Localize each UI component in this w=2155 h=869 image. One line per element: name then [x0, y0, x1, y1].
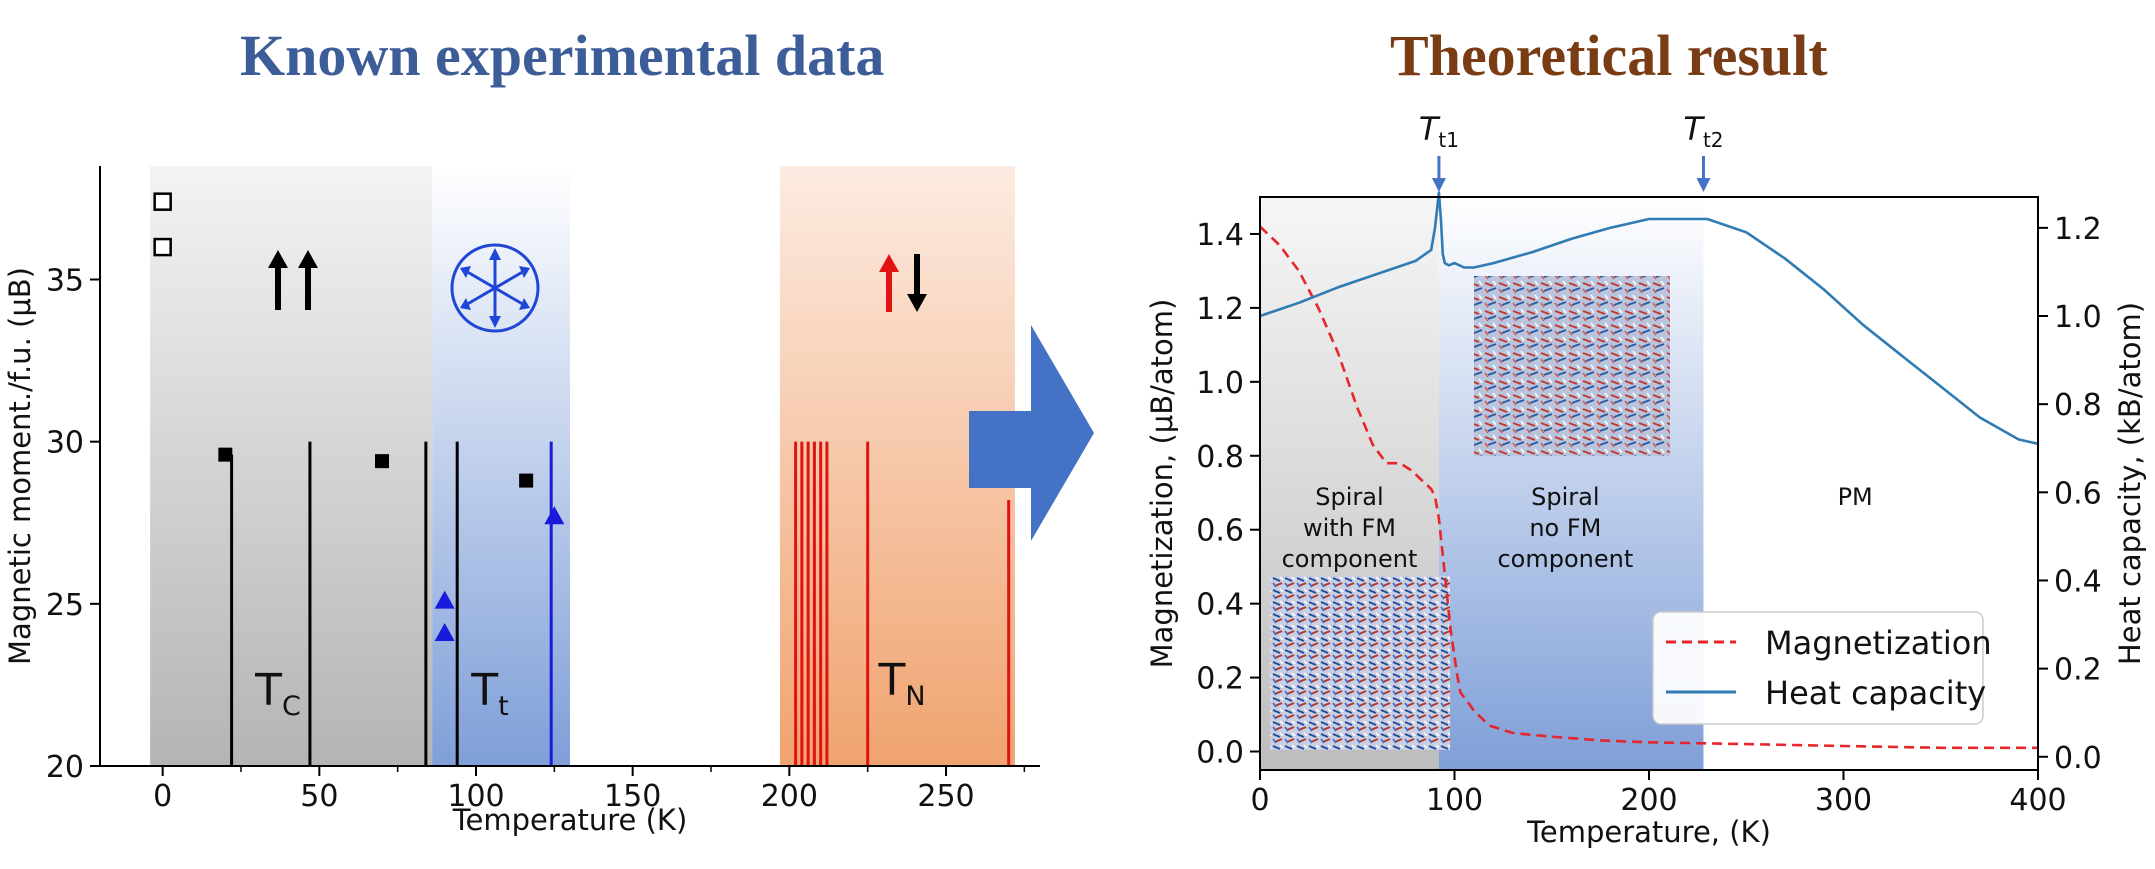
spin-snapshot-fm [1270, 576, 1450, 750]
legend: Magnetization Heat capacity [1652, 611, 1992, 725]
parallel-spins-icon [268, 250, 318, 310]
right-right-y-tick-label-4: 0.8 [2054, 388, 2102, 423]
legend-magnetization-label: Magnetization [1765, 624, 1992, 662]
open-square-point-1 [153, 237, 172, 257]
antiparallel-spins-icon [879, 254, 927, 312]
triangle-point-0 [434, 590, 455, 609]
transition-label-t1: Tt1 [1419, 110, 1459, 152]
left-x-tick-label-3: 150 [604, 779, 661, 814]
left-y-tick-label-2: 30 [46, 426, 84, 461]
left-x-tick-label-2: 100 [447, 779, 504, 814]
right-x-axis-label: Temperature, (K) [1526, 815, 1771, 849]
right-left-y-tick-label-6: 1.2 [1196, 292, 1244, 327]
filled-square-point-2 [519, 473, 534, 488]
right-right-y-tick-label-6: 1.2 [2054, 212, 2102, 247]
right-x-tick-label-4: 400 [2009, 783, 2066, 818]
right-right-y-tick-label-1: 0.2 [2054, 653, 2102, 688]
right-right-y-tick-label-0: 0.0 [2054, 741, 2102, 776]
right-x-tick-label-3: 300 [1815, 783, 1872, 818]
right-right-y-tick-label-5: 1.0 [2054, 300, 2102, 335]
right-left-y-tick-label-0: 0.0 [1196, 736, 1244, 771]
right-right-y-axis-label: Heat capacity, (kB/atom) [2113, 302, 2147, 665]
left-x-tick-label-5: 250 [917, 779, 974, 814]
left-y-tick-label-0: 20 [46, 750, 84, 785]
right-left-y-tick-label-7: 1.4 [1196, 218, 1244, 253]
left-panel-title: Known experimental data [240, 23, 885, 88]
right-left-y-tick-label-5: 1.0 [1196, 366, 1244, 401]
triangle-point-1 [434, 623, 455, 642]
right-left-y-tick-label-2: 0.4 [1196, 588, 1244, 623]
legend-heat-capacity-label: Heat capacity [1765, 674, 1986, 712]
magnetization-series-line [1259, 225, 2038, 750]
tt-annotation: Tt [470, 665, 508, 722]
right-x-tick-label-2: 200 [1620, 783, 1677, 818]
right-arrow-icon [969, 325, 1094, 541]
spin-snapshot-spiral [1474, 276, 1670, 456]
left-x-tick-label-4: 200 [761, 779, 818, 814]
right-x-tick-label-0: 0 [1250, 783, 1269, 818]
tc-annotation: TC [254, 665, 301, 722]
right-x-tick-label-1: 100 [1426, 783, 1483, 818]
right-right-y-tick-label-2: 0.4 [2054, 564, 2102, 599]
transition-label-t2: Tt2 [1683, 110, 1723, 152]
left-y-axis-label: Magnetic moment./f.u. (μB) [3, 267, 37, 665]
transition-arrow-icon-1 [1696, 178, 1711, 192]
transition-arrow-icon-0 [1431, 178, 1446, 192]
phase-label-1-line-2: component [1497, 545, 1633, 573]
phase-label-0-line-0: Spiral [1315, 483, 1383, 511]
left-x-tick-label-1: 50 [300, 779, 338, 814]
right-panel-title: Theoretical result [1390, 23, 1828, 88]
left-x-tick-label-0: 0 [153, 779, 172, 814]
right-left-y-tick-label-4: 0.8 [1196, 440, 1244, 475]
ferromagnetic-region [150, 166, 433, 766]
left-x-axis-label: Temperature (K) [452, 803, 688, 837]
phase-label-1-line-0: Spiral [1531, 483, 1599, 511]
left-y-tick-label-1: 25 [46, 588, 84, 623]
spiral-region [432, 166, 570, 766]
triangle-point-2 [544, 506, 565, 525]
tn-annotation: TN [877, 655, 925, 712]
heat-capacity-series-line [1259, 191, 2039, 446]
filled-square-point-0 [218, 447, 233, 462]
filled-square-point-1 [375, 454, 389, 469]
phase-label-2-line-0: PM [1838, 483, 1873, 511]
phase-label-1-line-1: no FM [1529, 514, 1601, 542]
spiral-spins-icon [450, 243, 540, 333]
right-left-y-tick-label-1: 0.2 [1196, 662, 1244, 697]
phase-label-0-line-1: with FM [1303, 514, 1396, 542]
right-left-y-tick-label-3: 0.6 [1196, 514, 1244, 549]
right-left-y-axis-label: Magnetization, (μB/atom) [1145, 299, 1179, 669]
phase-label-0-line-2: component [1282, 545, 1418, 573]
left-y-tick-label-3: 35 [46, 264, 84, 299]
right-right-y-tick-label-3: 0.6 [2054, 476, 2102, 511]
open-square-point-0 [153, 192, 172, 211]
